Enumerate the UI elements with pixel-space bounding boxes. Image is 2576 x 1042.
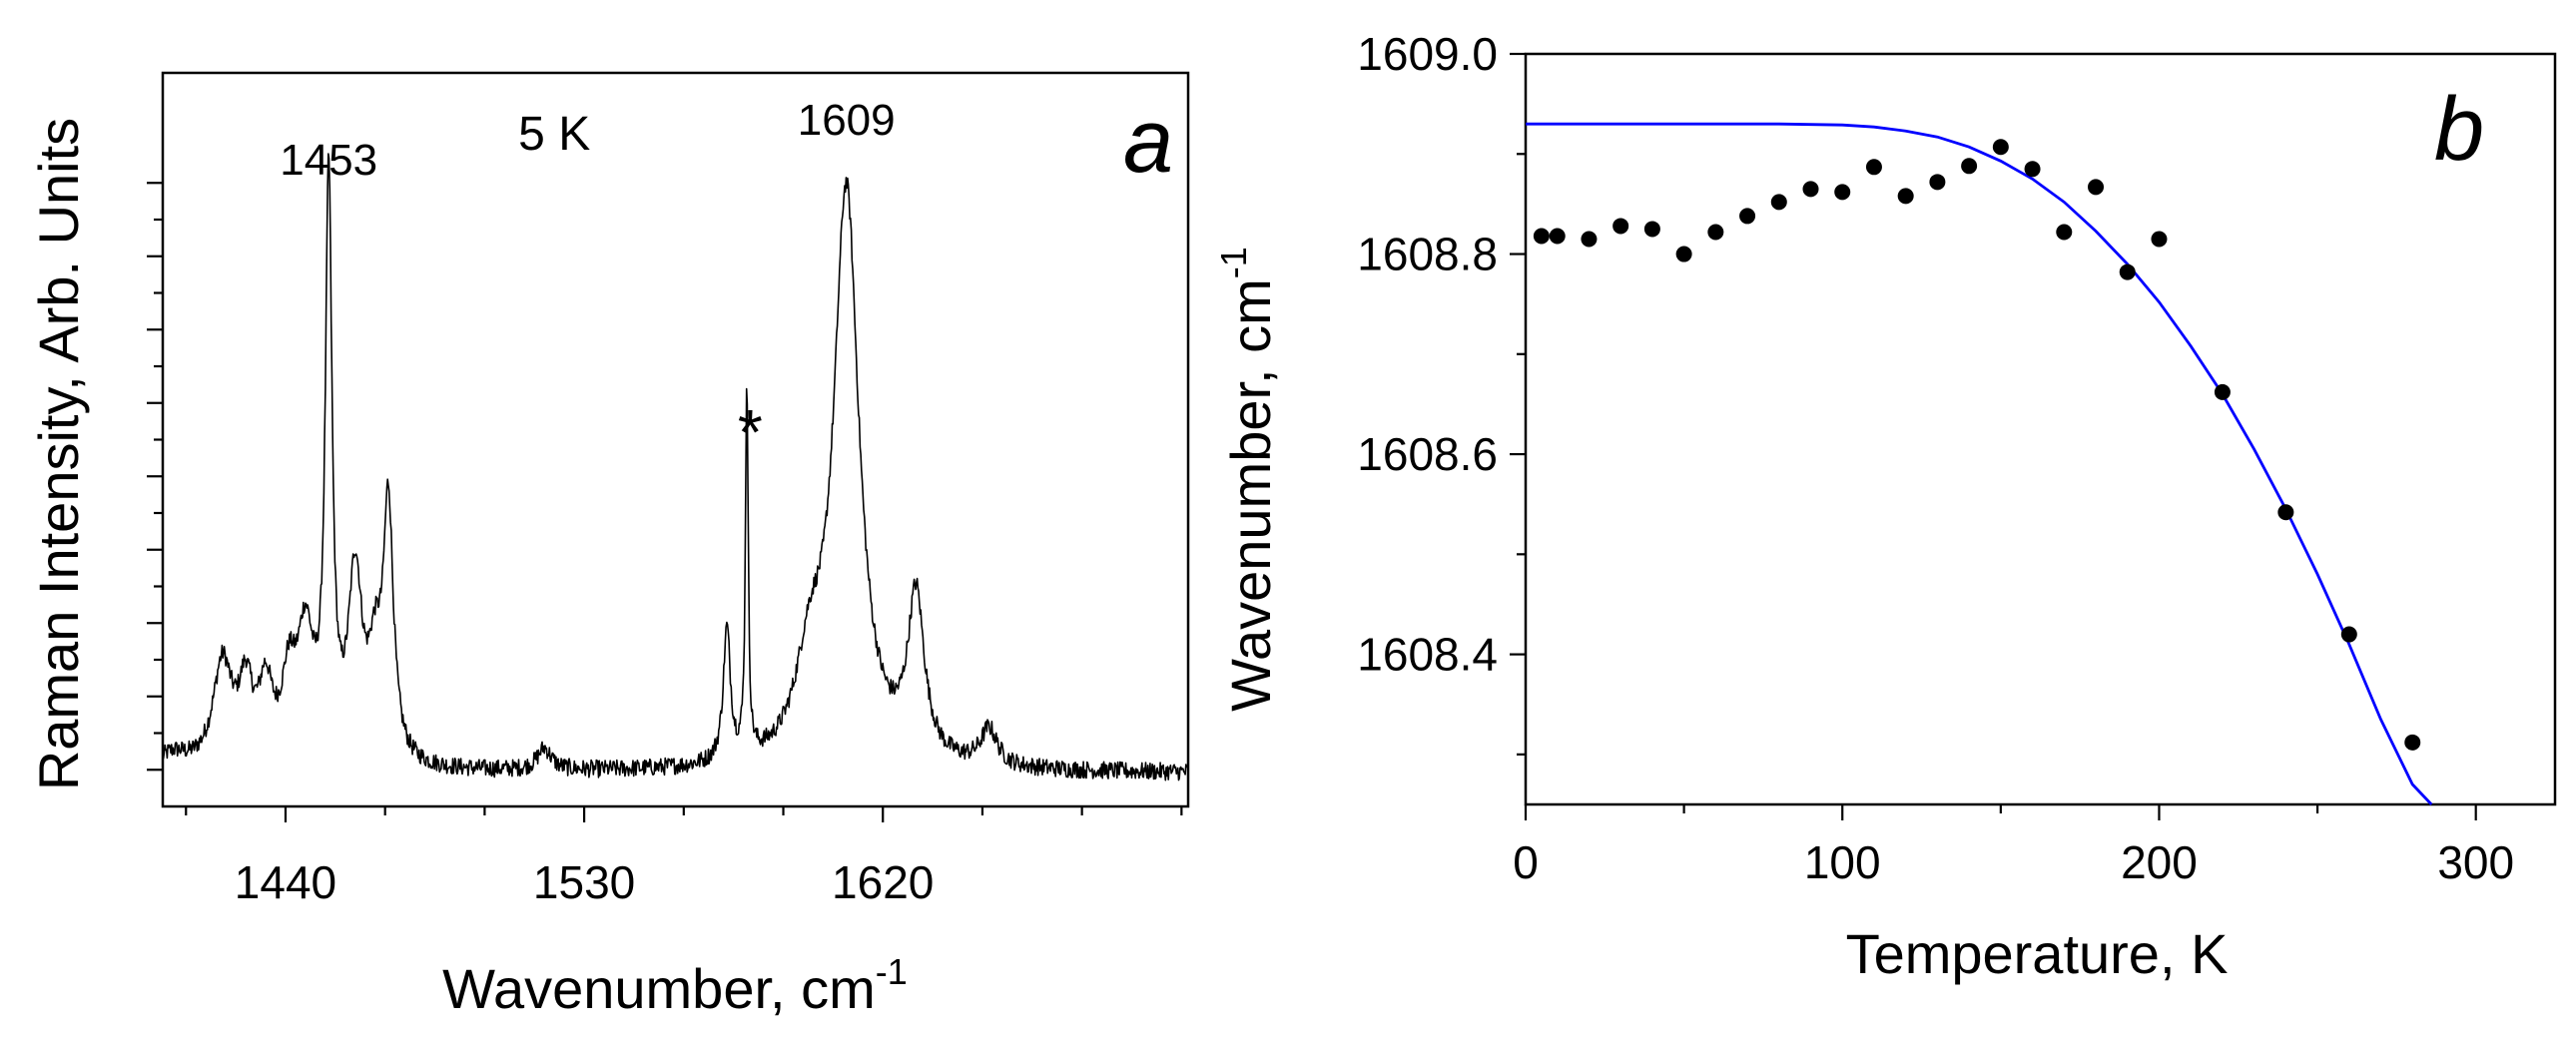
panel-b-ytick-label-1608-8: 1608.8 [1357,229,1498,280]
panel-b-yaxis-title-superscript: -1 [1213,247,1254,278]
panel-b-data-point [2088,179,2105,196]
panel-b-fit-curve [1526,122,2433,805]
panel-b-data-point [1612,218,1629,235]
panel-b-letter: b [2434,80,2484,180]
panel-b-data-point [2404,734,2421,751]
panel-a-xtick-label-1530: 1530 [533,856,635,908]
panel-b-data-point [1834,184,1851,201]
panel-b-data-point [1961,158,1978,175]
panel-b-xtick-label-100: 100 [1804,836,1881,888]
panel-b-xtick-label-200: 200 [2121,836,2198,888]
panel-b-data-point [1929,174,1946,191]
panel-b-data-point [2277,504,2294,521]
panel-a-xaxis-title-text: Wavenumber, cm [442,957,876,1020]
panel-a-xtick-label-1440: 1440 [235,856,336,908]
panel-b-data-point [2056,224,2073,241]
panel-b-data-point [1643,221,1660,238]
panel-b-data-point [1675,246,1692,262]
panel-b-data-point [2214,383,2231,400]
panel-b-xtick-label-300: 300 [2437,836,2514,888]
panel-b-data-point [2340,626,2357,643]
panel-b-data-point [1897,188,1914,205]
panel-b-data-point [2151,231,2168,248]
panel-b-ticks [1510,52,2477,820]
panel-b-data-point [1533,228,1550,245]
panel-a-letter: a [1123,92,1173,192]
panel-a-yaxis-title: Raman Intensity, Arb. Units [27,118,90,790]
panel-b-ytick-label-1608-4: 1608.4 [1357,629,1498,681]
panel-b-ytick-label-1608-6: 1608.6 [1357,428,1498,480]
panel-b-xaxis-title: Temperature, K [1846,922,2229,985]
panel-a-temperature-label: 5 K [518,108,590,161]
panel-a-peak-label-1453: 1453 [280,136,377,185]
panel-b-data-point [1802,181,1819,198]
panel-a: 1440 1530 1620 Wavenumber, cm-1 Raman In… [27,71,1190,1020]
panel-b-xtick-label-0: 0 [1513,836,1539,888]
panel-a-ticks [147,182,1183,822]
panel-b-data-point [1549,228,1566,245]
panel-a-xtick-label-1620: 1620 [832,856,934,908]
panel-b-data-point [2024,161,2041,178]
panel-a-peak-label-1609: 1609 [798,96,896,145]
panel-b-data-point [1739,208,1756,225]
panel-b-data-point [1865,159,1882,176]
panel-b-data-point [1707,224,1724,241]
panel-a-xaxis-title-superscript: -1 [876,951,908,992]
panel-a-xaxis-title: Wavenumber, cm-1 [442,951,908,1020]
panel-b-data-point [1581,231,1598,248]
panel-b-data-point [1770,194,1787,211]
panel-b-data-point [2119,263,2136,280]
panel-b-data-point [1992,139,2009,156]
panel-b-frame [1524,52,2557,806]
panel-b-yaxis-title-text: Wavenumber, cm [1219,278,1282,712]
panel-b: 0 100 200 300 1608.4 1608.6 1608.8 1609.… [1213,28,2557,985]
panel-b-data-points [1533,139,2421,751]
panel-a-asterisk-marker: * [738,396,763,468]
panel-b-yaxis-title: Wavenumber, cm-1 [1213,247,1282,712]
panel-a-spectrum-line [162,153,1189,782]
panel-b-ytick-label-1609-0: 1609.0 [1357,28,1498,80]
